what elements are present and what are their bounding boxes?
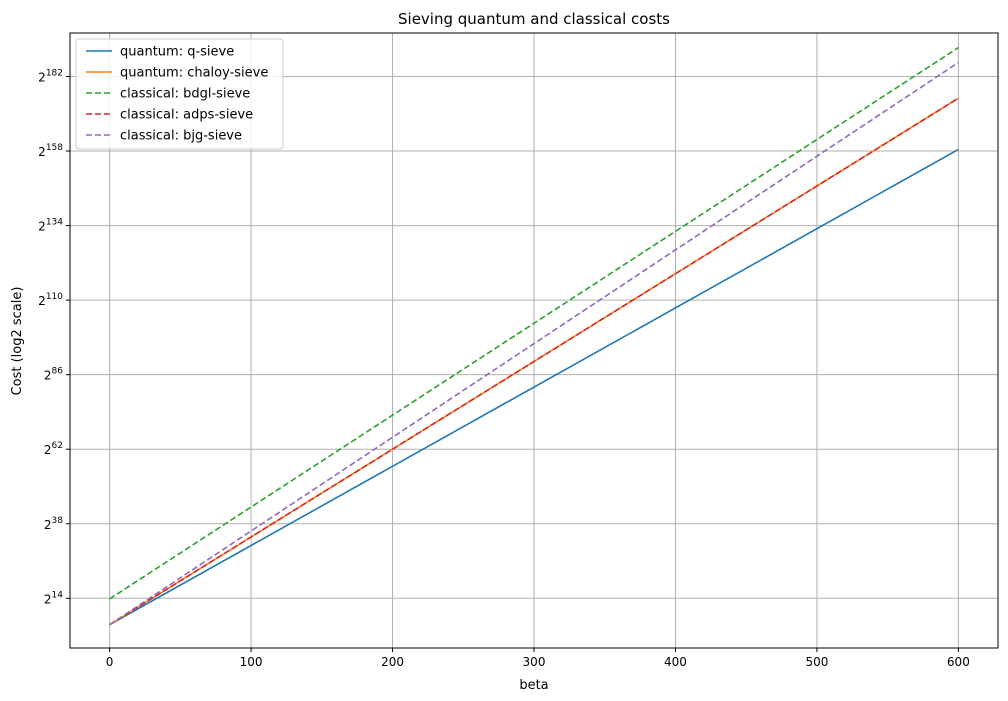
- y-tick-exponent: 14: [52, 590, 64, 600]
- y-tick-exponent: 62: [52, 441, 63, 451]
- y-tick-base: 2: [44, 443, 52, 457]
- x-tick-label: 300: [523, 655, 546, 669]
- x-tick-label: 200: [381, 655, 404, 669]
- x-tick-label: 0: [106, 655, 114, 669]
- series-line: [109, 97, 959, 626]
- y-tick-base: 2: [38, 294, 46, 308]
- y-tick-exponent: 86: [52, 367, 64, 377]
- y-tick-base: 2: [44, 592, 52, 606]
- y-tick-exponent: 158: [46, 143, 63, 153]
- y-tick-label: 286: [44, 367, 63, 383]
- y-tick-base: 2: [38, 70, 46, 84]
- y-tick-base: 2: [44, 369, 52, 383]
- legend-label: classical: adps-sieve: [120, 108, 253, 123]
- legend-label: classical: bdgl-sieve: [120, 87, 250, 102]
- legend-items: quantum: q-sieve quantum: chaloy-sieve cla…: [86, 45, 268, 144]
- series-lines: [109, 46, 959, 626]
- legend-label: quantum: chaloy-sieve: [120, 66, 268, 81]
- legend-label: classical: bjg-sieve: [120, 129, 242, 144]
- series-line: [109, 148, 959, 626]
- x-tick-label: 500: [805, 655, 828, 669]
- x-tick-label: 400: [664, 655, 687, 669]
- y-tick-label: 2110: [38, 292, 63, 308]
- legend: quantum: q-sieve quantum: chaloy-sieve cla…: [75, 38, 284, 150]
- y-tick-exponent: 38: [52, 516, 64, 526]
- series-line: [109, 61, 959, 626]
- chart-title: Sieving quantum and classical costs: [398, 10, 670, 28]
- y-tick-exponent: 182: [46, 68, 63, 78]
- y-axis-label: Cost (log2 scale): [10, 287, 25, 396]
- y-tick-label: 2158: [38, 143, 63, 159]
- y-tick-exponent: 134: [46, 218, 63, 228]
- legend-label: quantum: q-sieve: [120, 45, 234, 60]
- y-tick-base: 2: [38, 145, 46, 159]
- y-tick-label: 214: [44, 590, 63, 606]
- grid: [70, 33, 998, 648]
- x-axis-label: beta: [519, 678, 548, 693]
- y-tick-label: 2134: [38, 218, 63, 234]
- y-tick-label: 238: [44, 516, 63, 532]
- x-tick-label: 100: [240, 655, 263, 669]
- y-tick-base: 2: [38, 220, 46, 234]
- y-tick-label: 262: [44, 441, 63, 457]
- legend-box: [75, 38, 284, 150]
- x-axis-ticks: 0 100 200 300 400 500 600: [106, 648, 970, 669]
- x-tick-label: 600: [947, 655, 970, 669]
- y-tick-base: 2: [44, 518, 52, 532]
- series-line: [109, 46, 959, 600]
- y-tick-exponent: 110: [46, 292, 63, 302]
- y-tick-label: 2182: [38, 68, 63, 84]
